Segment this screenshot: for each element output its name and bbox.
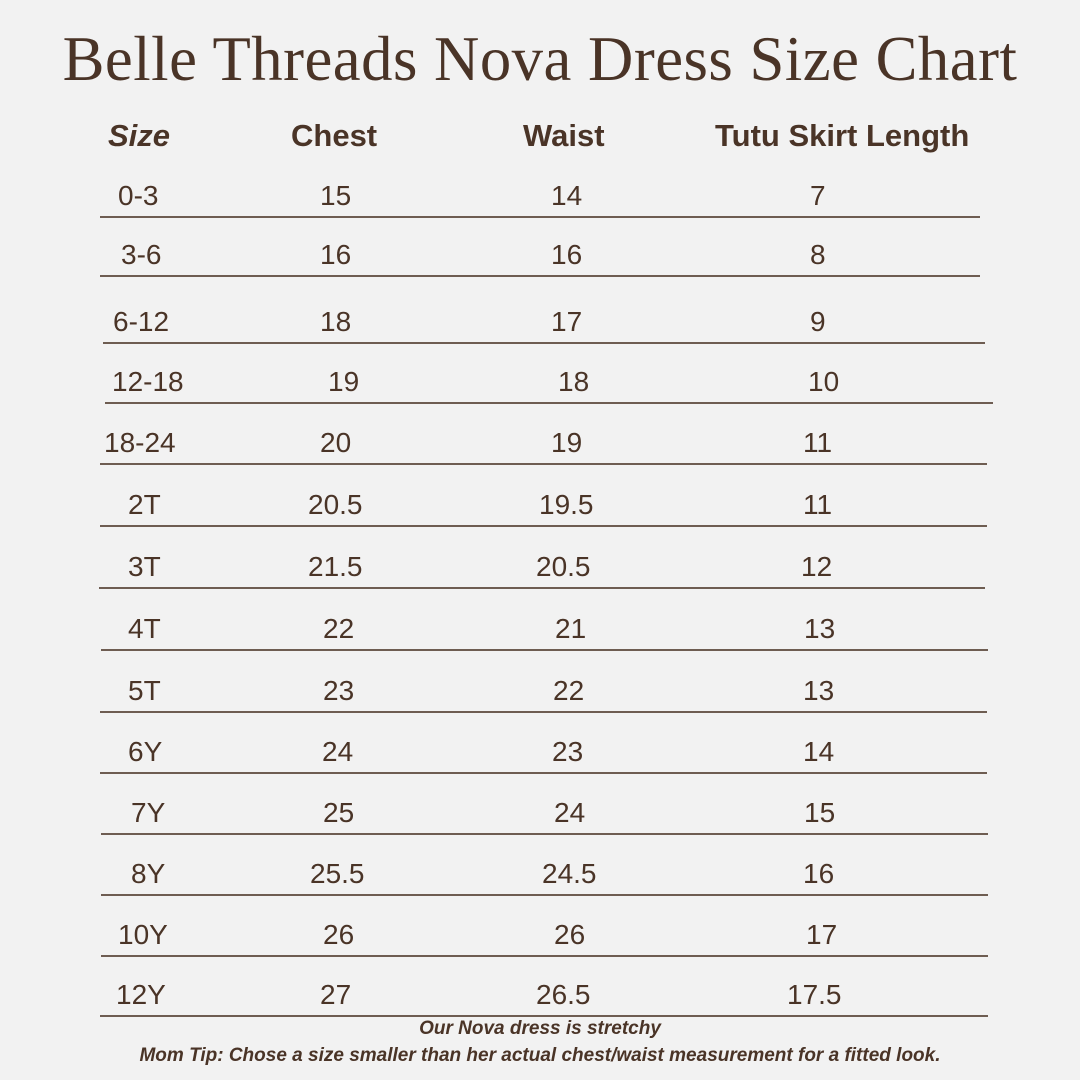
row-divider [101, 833, 988, 835]
cell-size: 8Y [131, 858, 166, 889]
cell-chest: 24 [322, 736, 354, 767]
cell-size: 18-24 [104, 427, 176, 458]
row-divider [100, 463, 987, 465]
cell-size: 12-18 [112, 366, 184, 397]
header-chest: Chest [291, 118, 378, 153]
cell-waist: 17 [551, 306, 583, 337]
cell-tutu: 11 [803, 489, 833, 520]
cell-waist: 26.5 [536, 979, 591, 1010]
cell-waist: 19.5 [539, 489, 594, 520]
cell-waist: 22 [553, 675, 585, 706]
cell-waist: 23 [552, 736, 584, 767]
row-divider [100, 216, 980, 218]
cell-size: 12Y [116, 979, 166, 1010]
row-divider [101, 894, 988, 896]
cell-size: 5T [128, 675, 161, 706]
row-divider [100, 525, 987, 527]
cell-chest: 21.5 [308, 551, 363, 582]
cell-tutu: 17.5 [787, 979, 842, 1010]
cell-size: 3-6 [121, 239, 162, 270]
cell-chest: 19 [328, 366, 360, 397]
header-waist: Waist [523, 118, 605, 153]
header-tutu-skirt-length: Tutu Skirt Length [715, 118, 970, 153]
mom-tip-note: Mom Tip: Chose a size smaller than her a… [139, 1045, 941, 1066]
cell-tutu: 9 [810, 306, 826, 337]
cell-tutu: 13 [803, 675, 835, 706]
header-size: Size [108, 118, 171, 153]
row-divider [105, 402, 993, 404]
cell-waist: 16 [551, 239, 583, 270]
cell-chest: 18 [320, 306, 352, 337]
cell-chest: 27 [320, 979, 352, 1010]
cell-tutu: 15 [804, 797, 836, 828]
cell-waist: 14 [551, 180, 583, 211]
cell-chest: 22 [323, 613, 355, 644]
row-divider [99, 587, 985, 589]
cell-waist: 26 [554, 919, 586, 950]
stretchy-note: Our Nova dress is stretchy [419, 1018, 661, 1039]
cell-tutu: 8 [810, 239, 826, 270]
cell-size: 6Y [128, 736, 163, 767]
row-divider [103, 342, 985, 344]
cell-chest: 20 [320, 427, 352, 458]
cell-size: 6-12 [113, 306, 170, 337]
cell-tutu: 11 [803, 427, 833, 458]
page-title: Belle Threads Nova Dress Size Chart [62, 23, 1018, 94]
cell-waist: 18 [558, 366, 590, 397]
cell-waist: 21 [555, 613, 587, 644]
cell-chest: 25.5 [310, 858, 365, 889]
cell-size: 10Y [118, 919, 168, 950]
cell-tutu: 12 [801, 551, 833, 582]
cell-waist: 19 [551, 427, 583, 458]
cell-waist: 20.5 [536, 551, 591, 582]
cell-chest: 15 [320, 180, 352, 211]
row-divider [100, 275, 980, 277]
cell-waist: 24 [554, 797, 586, 828]
cell-tutu: 7 [810, 180, 826, 211]
cell-chest: 23 [323, 675, 355, 706]
cell-tutu: 16 [803, 858, 835, 889]
cell-chest: 20.5 [308, 489, 363, 520]
cell-size: 3T [128, 551, 161, 582]
cell-size: 2T [128, 489, 161, 520]
cell-chest: 26 [323, 919, 355, 950]
row-divider [100, 711, 987, 713]
cell-waist: 24.5 [542, 858, 597, 889]
cell-size: 7Y [131, 797, 166, 828]
cell-tutu: 13 [804, 613, 836, 644]
cell-chest: 25 [323, 797, 355, 828]
cell-chest: 16 [320, 239, 352, 270]
row-divider [101, 955, 988, 957]
row-divider [100, 1015, 988, 1017]
cell-tutu: 10 [808, 366, 840, 397]
row-divider [101, 649, 988, 651]
cell-size: 0-3 [118, 180, 159, 211]
cell-size: 4T [128, 613, 161, 644]
cell-tutu: 14 [803, 736, 835, 767]
cell-tutu: 17 [806, 919, 838, 950]
row-divider [100, 772, 987, 774]
